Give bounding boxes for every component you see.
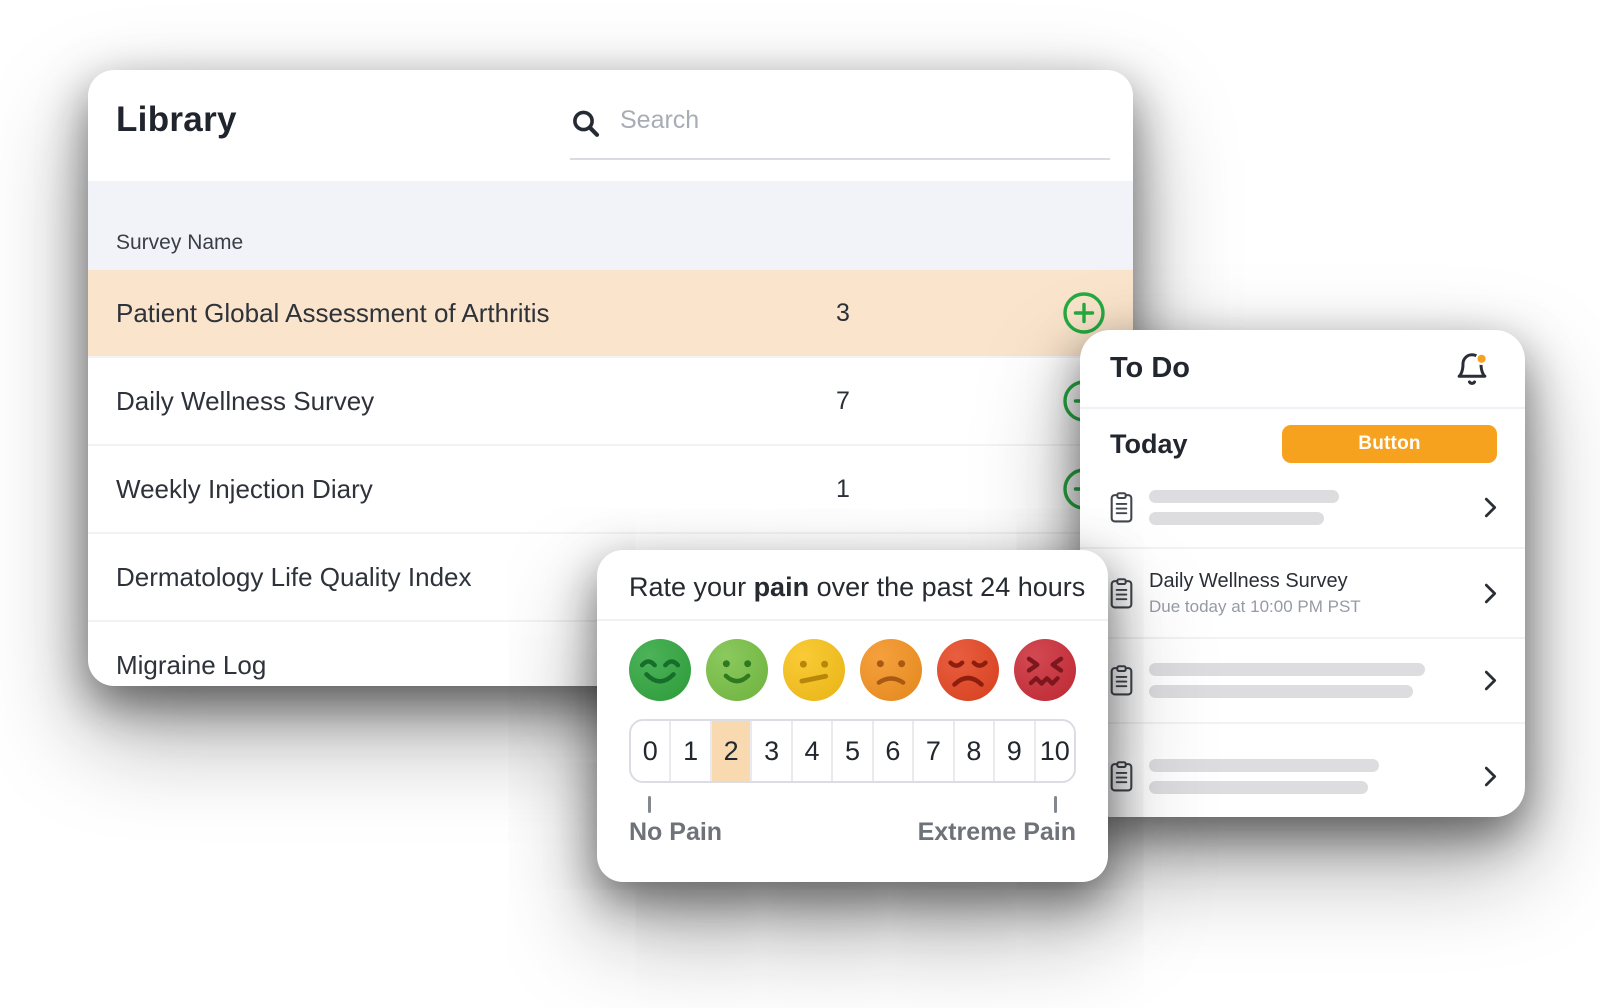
table-row-patient-global-assessment[interactable]: Patient Global Assessment of Arthritis 3 [88,270,1133,356]
divider [597,619,1108,621]
clipboard-icon [1110,665,1133,696]
in-pain-face-icon[interactable] [1014,639,1076,701]
scale-value-5[interactable]: 5 [833,721,874,781]
unhappy-face-icon[interactable] [860,639,922,701]
plus-circle-icon [1063,292,1105,334]
todo-item-placeholder[interactable] [1080,639,1525,724]
scale-value-4[interactable]: 4 [793,721,834,781]
scale-end-ticks [629,796,1076,813]
add-survey-button[interactable] [1062,291,1106,335]
table-row-dermatology-life-quality-index[interactable]: Dermatology Life Quality Index [88,532,1133,620]
todo-item-daily-wellness-survey[interactable]: Daily Wellness Survey Due today at 10:00… [1080,549,1525,639]
scale-value-0[interactable]: 0 [631,721,672,781]
max-tick [1054,796,1057,813]
page-title: Library [116,100,237,139]
bell-icon [1457,352,1488,385]
placeholder-bar [1149,489,1339,503]
today-action-button[interactable]: Button [1282,425,1497,463]
scale-value-2-selected[interactable]: 2 [711,721,753,781]
clipboard-icon [1110,491,1133,522]
table-row-weekly-injection-diary[interactable]: Weekly Injection Diary 1 [88,444,1133,532]
very-happy-face-icon[interactable] [629,639,691,701]
placeholder-bar [1149,663,1425,676]
survey-count: 1 [836,474,850,503]
scale-value-8[interactable]: 8 [955,721,996,781]
clipboard-icon [1110,760,1133,791]
survey-name: Daily Wellness Survey [116,385,375,416]
survey-count: 3 [836,298,850,327]
chevron-right-icon [1484,670,1497,691]
todo-title: To Do [1110,352,1190,384]
search-bar[interactable] [570,106,1110,160]
scale-value-7[interactable]: 7 [914,721,955,781]
scale-end-labels: No Pain Extreme Pain [629,818,1076,847]
table-row-daily-wellness-survey[interactable]: Daily Wellness Survey 7 [88,356,1133,444]
library-card: Library Survey Name Patient Global Asses… [88,70,1133,686]
todo-item-title: Daily Wellness Survey [1149,569,1348,592]
todo-item-placeholder[interactable] [1080,724,1525,817]
todo-card: To Do Today Button [1080,330,1525,817]
chevron-right-icon [1484,497,1497,517]
neutral-face-icon[interactable] [783,639,845,701]
chevron-right-icon [1484,583,1497,603]
survey-name: Dermatology Life Quality Index [116,561,472,592]
min-tick [648,796,651,813]
placeholder-bar [1149,511,1324,525]
search-input[interactable] [620,106,1110,135]
search-icon [573,110,600,137]
chevron-right-icon [1484,766,1497,786]
emoji-scale [629,639,1076,701]
todo-item-subtitle: Due today at 10:00 PM PST [1149,596,1361,616]
todo-header: To Do [1080,330,1525,409]
sad-face-icon[interactable] [937,639,999,701]
scale-value-3[interactable]: 3 [752,721,793,781]
scale-value-9[interactable]: 9 [995,721,1036,781]
pain-question: Rate your pain over the past 24 hours [629,572,1086,602]
survey-count: 7 [836,386,850,415]
max-label: Extreme Pain [917,818,1076,846]
library-header: Library [88,70,1133,181]
survey-name: Migraine Log [116,649,267,680]
placeholder-bar [1149,685,1413,698]
clipboard-icon [1110,577,1133,608]
pain-rating-card: Rate your pain over the past 24 hours [597,550,1108,882]
placeholder-bar [1149,780,1368,794]
scale-value-1[interactable]: 1 [671,721,712,781]
today-label: Today [1110,428,1188,459]
todo-item-placeholder[interactable] [1080,467,1525,549]
placeholder-bar [1149,758,1379,772]
column-header-survey-name: Survey Name [116,231,244,254]
pain-number-scale: 0 1 2 3 4 5 6 7 8 9 10 [629,719,1076,783]
survey-name: Weekly Injection Diary [116,473,373,504]
survey-table: Patient Global Assessment of Arthritis 3… [88,270,1133,686]
happy-face-icon[interactable] [706,639,768,701]
scale-value-10[interactable]: 10 [1039,735,1070,766]
todo-today-row: Today Button [1080,409,1525,467]
min-label: No Pain [629,818,723,846]
table-header: Survey Name [88,181,1133,270]
survey-name: Patient Global Assessment of Arthritis [116,297,550,328]
notifications-button[interactable] [1454,351,1490,387]
scale-value-6[interactable]: 6 [874,721,915,781]
